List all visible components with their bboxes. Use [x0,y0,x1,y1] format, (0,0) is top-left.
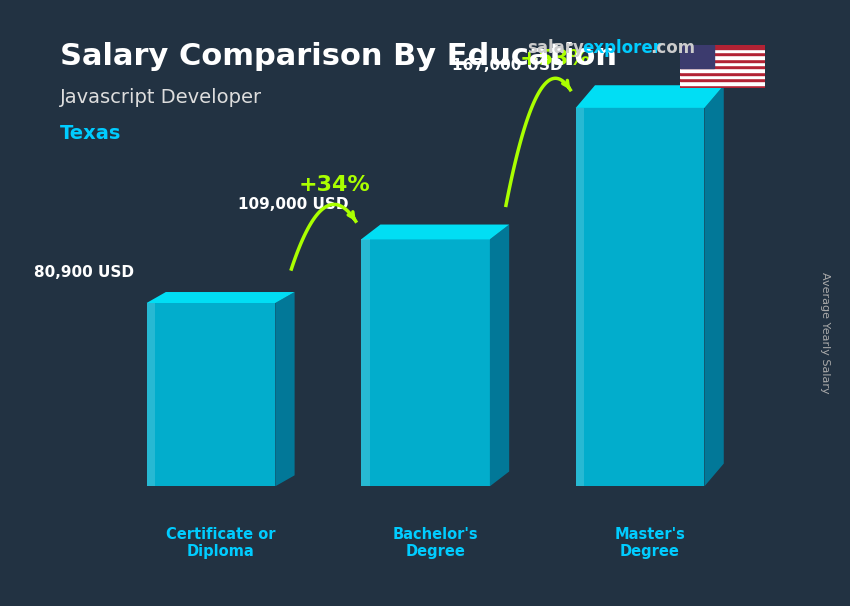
Text: .com: .com [650,39,695,58]
Bar [680,45,714,68]
Bar [680,72,765,75]
Bar [680,62,765,65]
Bar [680,81,765,85]
Text: Texas: Texas [60,124,121,143]
Text: 109,000 USD: 109,000 USD [238,197,348,212]
Polygon shape [146,303,155,486]
Text: 167,000 USD: 167,000 USD [452,58,563,73]
Bar [680,75,765,78]
Bar [680,68,765,72]
Bar [680,48,765,52]
Bar [680,85,765,88]
Text: +34%: +34% [298,175,370,195]
Bar [680,55,765,59]
Polygon shape [361,239,490,486]
Text: Master's
Degree: Master's Degree [615,527,685,559]
Polygon shape [575,108,584,486]
Polygon shape [490,225,509,486]
Text: salary: salary [527,39,584,58]
Polygon shape [146,303,275,486]
Polygon shape [575,108,705,486]
Bar [680,45,765,48]
Bar [680,65,765,68]
Polygon shape [575,85,723,108]
Polygon shape [361,239,370,486]
Polygon shape [146,292,295,303]
Bar [680,59,765,62]
Text: Average Yearly Salary: Average Yearly Salary [819,273,830,394]
Text: Salary Comparison By Education: Salary Comparison By Education [60,42,616,72]
Text: Bachelor's
Degree: Bachelor's Degree [393,527,478,559]
Text: Certificate or
Diploma: Certificate or Diploma [166,527,275,559]
Bar [680,78,765,81]
Polygon shape [361,225,509,239]
Text: explorer: explorer [582,39,661,58]
Polygon shape [275,292,295,486]
Text: Javascript Developer: Javascript Developer [60,88,262,107]
Text: +53%: +53% [519,49,592,69]
Text: 80,900 USD: 80,900 USD [34,265,133,279]
Polygon shape [705,85,723,486]
Bar [680,52,765,55]
